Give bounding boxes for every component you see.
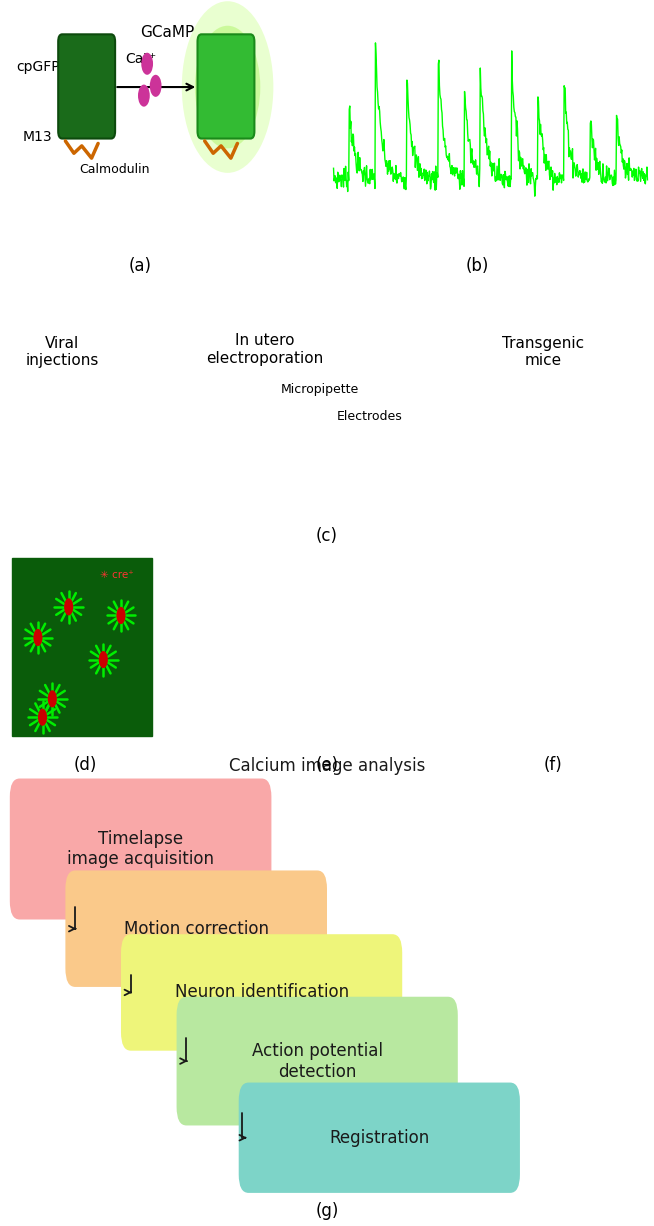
Circle shape	[38, 709, 47, 726]
Text: Neuron identification: Neuron identification	[175, 983, 349, 1002]
Text: (a): (a)	[129, 257, 152, 276]
Bar	[12, 558, 152, 736]
Text: Registration: Registration	[329, 1129, 430, 1146]
FancyBboxPatch shape	[58, 34, 115, 139]
Circle shape	[64, 598, 73, 615]
Text: (e): (e)	[315, 756, 339, 775]
Text: (b): (b)	[466, 257, 489, 276]
FancyBboxPatch shape	[65, 870, 327, 987]
Text: Ca²⁺: Ca²⁺	[125, 51, 156, 66]
FancyBboxPatch shape	[177, 997, 458, 1125]
Circle shape	[150, 75, 162, 97]
Circle shape	[99, 651, 108, 668]
Text: (f): (f)	[543, 756, 562, 775]
FancyBboxPatch shape	[239, 1083, 520, 1193]
Text: (g): (g)	[315, 1201, 339, 1220]
Text: M13: M13	[23, 130, 53, 145]
Circle shape	[195, 26, 260, 148]
Text: Action potential
detection: Action potential detection	[252, 1042, 383, 1080]
Text: (c): (c)	[316, 527, 338, 546]
Text: (d): (d)	[73, 756, 97, 775]
Text: Transgenic
mice: Transgenic mice	[502, 336, 584, 368]
Text: cpGFP: cpGFP	[16, 60, 60, 75]
Text: Micropipette: Micropipette	[281, 384, 360, 396]
Circle shape	[33, 629, 43, 646]
Circle shape	[48, 690, 57, 707]
Text: Timelapse
image acquisition: Timelapse image acquisition	[67, 830, 214, 868]
Text: Viral
injections: Viral injections	[26, 336, 99, 368]
FancyBboxPatch shape	[198, 34, 254, 139]
Text: Calcium image analysis: Calcium image analysis	[229, 756, 425, 775]
Text: ✳ cre⁺: ✳ cre⁺	[100, 570, 134, 580]
Text: In utero
electroporation: In utero electroporation	[206, 333, 324, 365]
Circle shape	[138, 85, 150, 107]
Text: Calmodulin: Calmodulin	[79, 163, 150, 175]
Circle shape	[182, 1, 273, 173]
Text: Electrodes: Electrodes	[337, 411, 403, 423]
Circle shape	[116, 607, 126, 624]
Text: Motion correction: Motion correction	[124, 920, 269, 938]
Circle shape	[141, 53, 153, 75]
FancyBboxPatch shape	[10, 779, 271, 920]
Text: GCaMP: GCaMP	[140, 25, 194, 39]
FancyBboxPatch shape	[121, 934, 402, 1051]
